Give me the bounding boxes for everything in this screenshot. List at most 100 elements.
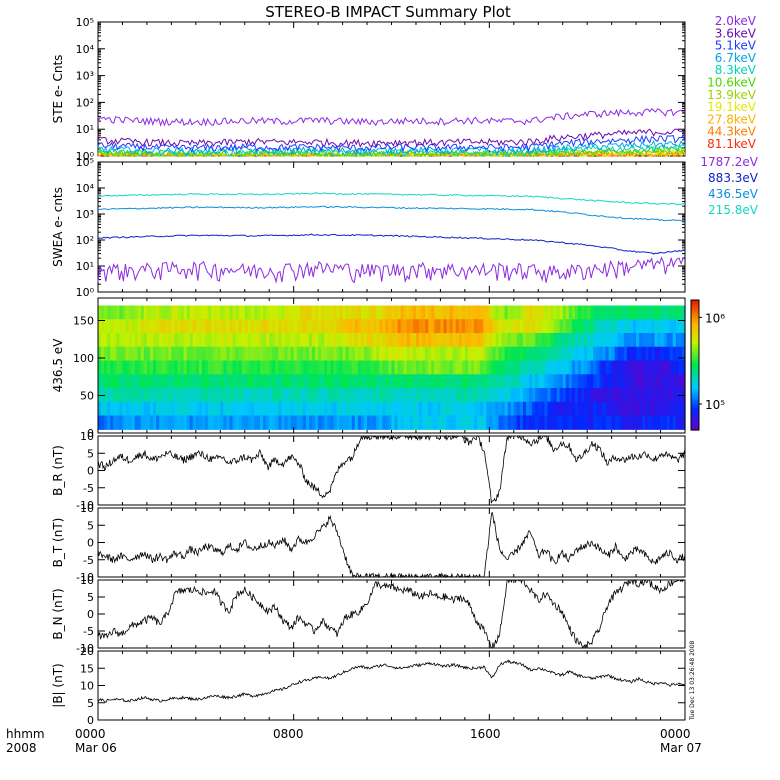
heatmap-cell xyxy=(577,319,582,334)
heatmap-cell xyxy=(593,374,597,389)
heatmap-cell xyxy=(443,415,448,430)
colorbar-segment xyxy=(691,326,699,329)
y-tick-label: 5 xyxy=(87,447,94,460)
heatmap-cell xyxy=(256,305,261,320)
heatmap-cell xyxy=(443,360,448,375)
heatmap-cell xyxy=(529,401,533,417)
heatmap-cell xyxy=(168,346,172,362)
heatmap-cell xyxy=(214,305,218,320)
heatmap-cell xyxy=(290,415,295,430)
heatmap-cell xyxy=(614,346,619,362)
heatmap-cell xyxy=(119,360,124,375)
heatmap-cell xyxy=(550,415,555,430)
heatmap-cell xyxy=(675,333,680,348)
heatmap-cell xyxy=(526,374,530,389)
heatmap-cell xyxy=(256,401,261,417)
y-tick-label: 10 xyxy=(80,680,94,693)
heatmap-cell xyxy=(180,401,185,417)
heatmap-cell xyxy=(315,333,319,348)
heatmap-cell xyxy=(266,305,270,320)
heatmap-cell xyxy=(663,415,668,430)
heatmap-cell xyxy=(629,319,634,334)
heatmap-cell xyxy=(312,333,316,348)
heatmap-cell xyxy=(357,346,362,362)
heatmap-cell xyxy=(562,415,567,430)
heatmap-cell xyxy=(464,401,469,417)
heatmap-cell xyxy=(351,333,356,348)
heatmap-cell xyxy=(201,401,206,417)
heatmap-cell xyxy=(281,388,286,403)
heatmap-cell xyxy=(467,305,472,320)
heatmap-cell xyxy=(226,346,231,362)
heatmap-cell xyxy=(293,374,298,389)
heatmap-cell xyxy=(376,388,380,403)
heatmap-cell xyxy=(321,388,325,403)
heatmap-cell xyxy=(244,374,249,389)
heatmap-cell xyxy=(159,360,163,375)
heatmap-cell xyxy=(593,346,597,362)
heatmap-cell xyxy=(345,319,350,334)
heatmap-cell xyxy=(315,374,319,389)
heatmap-cell xyxy=(223,374,228,389)
heatmap-cell xyxy=(681,346,686,362)
heatmap-cell xyxy=(639,374,643,389)
heatmap-cell xyxy=(269,415,273,430)
heatmap-cell xyxy=(345,374,350,389)
heatmap-cell xyxy=(541,319,545,334)
heatmap-cell xyxy=(626,333,631,348)
heatmap-cell xyxy=(198,319,203,334)
heatmap-cell xyxy=(666,360,671,375)
heatmap-cell xyxy=(324,415,328,430)
heatmap-cell xyxy=(198,415,203,430)
heatmap-cell xyxy=(220,415,224,430)
heatmap-cell xyxy=(174,374,179,389)
heatmap-cell xyxy=(498,360,503,375)
heatmap-cell xyxy=(651,401,656,417)
heatmap-cell xyxy=(156,401,160,417)
heatmap-cell xyxy=(455,388,460,403)
heatmap-cell xyxy=(633,388,637,403)
heatmap-cell xyxy=(217,346,221,362)
heatmap-cell xyxy=(675,401,680,417)
series-line xyxy=(97,107,686,127)
heatmap-cell xyxy=(153,333,157,348)
heatmap-cell xyxy=(422,319,426,334)
heatmap-cell xyxy=(131,333,136,348)
heatmap-cell xyxy=(614,319,619,334)
heatmap-cell xyxy=(287,374,292,389)
heatmap-cell xyxy=(470,388,475,403)
heatmap-cell xyxy=(504,333,509,348)
heatmap-cell xyxy=(391,346,396,362)
heatmap-cell xyxy=(596,401,600,417)
y-tick-label: -10 xyxy=(76,642,94,655)
heatmap-cell xyxy=(137,333,142,348)
heatmap-cell xyxy=(110,333,114,348)
heatmap-cell xyxy=(388,401,393,417)
heatmap-cell xyxy=(556,319,561,334)
heatmap-cell xyxy=(639,346,643,362)
heatmap-cell xyxy=(119,346,124,362)
heatmap-cell xyxy=(495,333,500,348)
heatmap-cell xyxy=(666,401,671,417)
heatmap-cell xyxy=(385,360,390,375)
y-tick-label: 150 xyxy=(73,315,94,328)
heatmap-cell xyxy=(645,305,649,320)
heatmap-cell xyxy=(370,401,374,417)
heatmap-cell xyxy=(516,374,521,389)
heatmap-cell xyxy=(110,305,114,320)
heatmap-cell xyxy=(299,333,304,348)
heatmap-cell xyxy=(293,346,298,362)
heatmap-cell xyxy=(568,388,573,403)
heatmap-cell xyxy=(522,401,527,417)
heatmap-cell xyxy=(98,415,102,430)
heatmap-cell xyxy=(636,319,640,334)
heatmap-cell xyxy=(507,346,512,362)
heatmap-cell xyxy=(495,319,500,334)
heatmap-cell xyxy=(412,319,417,334)
y-tick-label: 10³ xyxy=(76,70,94,83)
heatmap-cell xyxy=(351,374,356,389)
heatmap-cell xyxy=(522,388,527,403)
heatmap-cell xyxy=(125,388,130,403)
heatmap-cell xyxy=(492,388,497,403)
heatmap-cell xyxy=(131,346,136,362)
